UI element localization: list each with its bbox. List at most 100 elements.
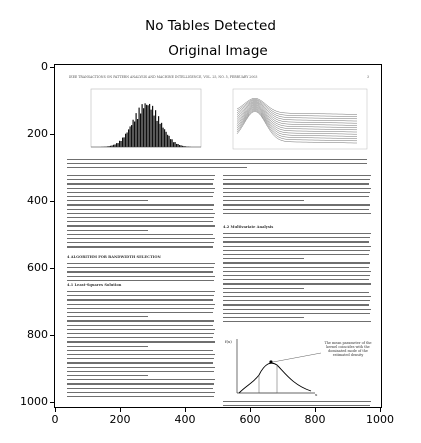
right-column-text-line <box>223 279 369 281</box>
left-column-text-line <box>67 221 213 223</box>
histogram-bar <box>132 119 134 147</box>
right-column-text-line <box>223 196 369 198</box>
left-column-text-line <box>67 279 214 281</box>
left-column-text-line <box>67 275 215 277</box>
left-column-text-line <box>67 183 213 185</box>
histogram-bar <box>113 144 115 147</box>
histogram-bar <box>171 139 173 147</box>
x-tick-mark <box>55 408 56 412</box>
left-column-text-line <box>67 175 215 177</box>
right-column-text-line <box>223 187 371 189</box>
right-column-text-line <box>223 249 370 251</box>
histogram-bar <box>125 133 127 147</box>
y-tick-label: 400 <box>27 194 48 207</box>
page-number: 3 <box>367 75 370 79</box>
left-column-text-line <box>67 362 213 364</box>
left-column-text-line <box>67 396 214 398</box>
axes-title: Original Image <box>168 43 268 59</box>
left-column-text-line <box>67 358 214 360</box>
histogram-bar <box>137 118 139 147</box>
f-axis-symbol: f(x) <box>225 339 232 344</box>
histogram-bar <box>150 109 152 147</box>
histogram-bar <box>159 123 161 147</box>
histogram-bar <box>162 127 164 147</box>
left-column-text-line <box>67 263 215 265</box>
histogram-bar <box>147 105 149 147</box>
histogram-bar <box>170 139 172 147</box>
histogram-bar <box>176 143 178 147</box>
right-column-text-line <box>223 401 371 403</box>
image-axes: IEEE TRANSACTIONS ON PATTERN ANALYSIS AN… <box>54 64 382 408</box>
left-column-text-line <box>67 267 214 269</box>
histogram-bar <box>135 113 137 147</box>
left-column-text-line <box>67 246 213 248</box>
left-column-text-line <box>67 349 213 351</box>
histogram-bar <box>144 103 146 147</box>
left-column-text-line <box>67 238 215 240</box>
right-column-text-line <box>223 191 370 193</box>
histogram-bar <box>152 105 154 147</box>
histogram-bar <box>174 142 176 147</box>
surface-mesh-line <box>236 106 357 133</box>
surface-mesh-line <box>236 107 357 135</box>
x-tick-mark <box>250 408 251 412</box>
histogram-bar <box>153 115 155 147</box>
right-column-text-line <box>223 308 371 310</box>
histogram-bar <box>134 121 136 147</box>
left-column-text-line <box>67 191 214 193</box>
right-column-text-line <box>223 212 371 214</box>
right-column-text-line <box>223 245 371 247</box>
left-column-text-line <box>67 333 214 335</box>
right-column-text-line <box>223 262 370 264</box>
histogram-bar <box>123 137 125 147</box>
histogram-bar <box>126 132 128 147</box>
histogram-bar <box>110 145 112 147</box>
left-column-text-line <box>67 233 213 235</box>
surface-mesh-line <box>236 111 357 144</box>
y-tick-label: 1000 <box>20 395 48 408</box>
left-column-text-line <box>67 179 214 181</box>
left-column-text-line <box>67 387 213 389</box>
histogram-bar <box>119 140 121 147</box>
left-column-text-line <box>67 370 214 372</box>
histogram-bar <box>108 146 110 147</box>
right-column-text-line <box>223 208 369 210</box>
y-tick-mark <box>50 268 54 269</box>
left-column-text-line <box>67 212 215 214</box>
right-column-text-line <box>223 300 370 302</box>
y-tick-mark <box>50 67 54 68</box>
histogram-bar <box>138 107 140 147</box>
histogram-bar <box>173 142 175 147</box>
surface-mesh-line <box>236 100 358 119</box>
histogram-bar <box>120 140 122 147</box>
right-column-text-line <box>223 405 370 407</box>
histogram-bar <box>165 131 167 147</box>
histogram-bar <box>107 146 109 147</box>
left-column-text-line <box>67 303 215 305</box>
left-column-text-line <box>67 187 215 189</box>
figure-suptitle: No Tables Detected <box>145 18 276 34</box>
right-column-text-line <box>223 254 369 256</box>
histogram-bar <box>156 120 158 147</box>
right-column-text-line <box>223 204 370 206</box>
y-tick-mark <box>50 201 54 202</box>
histogram-bar <box>114 144 116 147</box>
y-tick-label: 200 <box>27 127 48 140</box>
left-column-text-line <box>67 242 214 244</box>
x-tick-mark <box>185 408 186 412</box>
left-column-text-line <box>67 341 215 343</box>
histogram-bar <box>129 126 131 147</box>
histogram-bar <box>185 146 187 147</box>
left-column-text-line <box>67 307 214 309</box>
paper-page-image: IEEE TRANSACTIONS ON PATTERN ANALYSIS AN… <box>55 65 381 407</box>
histogram-bar <box>180 145 182 147</box>
y-tick-mark <box>50 335 54 336</box>
right-column-text-line <box>223 291 369 293</box>
histogram-bar <box>140 113 142 147</box>
x-tick-label: 400 <box>174 413 196 426</box>
y-tick-label: 800 <box>27 328 48 341</box>
histogram-bar <box>117 143 119 147</box>
right-column-text-line <box>223 270 371 272</box>
histogram-bar <box>177 144 179 147</box>
x-tick-label: 0 <box>51 413 59 426</box>
